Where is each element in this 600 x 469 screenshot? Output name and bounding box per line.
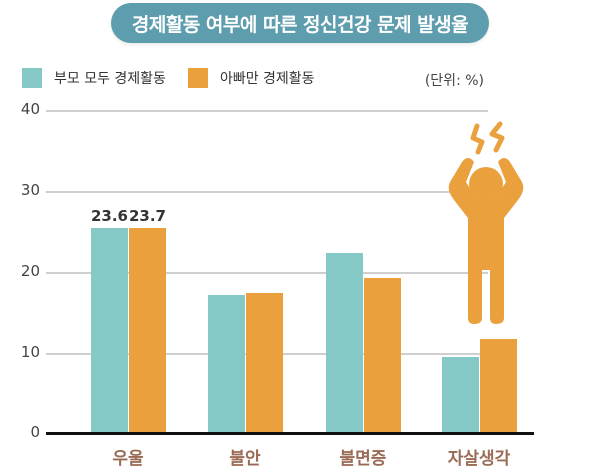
bar-value-label: 23.7: [128, 207, 166, 225]
category-label-depression: 우울: [112, 449, 144, 469]
legend-swatch-orange: [187, 68, 208, 88]
legend: 부모 모두 경제활동 아빠만 경제활동: [22, 68, 337, 88]
bar-depression-both-parents: [91, 228, 128, 432]
legend-item-both-parents: 부모 모두 경제활동: [22, 68, 166, 88]
unit-label: (단위: %): [424, 73, 484, 89]
bar-insomnia-both-parents: [326, 253, 363, 432]
bar-anxiety-father-only: [246, 293, 283, 432]
y-tick-40: 40: [20, 100, 40, 118]
category-label-suicidal-thoughts: 자살생각: [447, 449, 511, 469]
y-tick-10: 10: [20, 343, 40, 361]
gridline-20: [46, 272, 488, 274]
legend-swatch-teal: [22, 68, 42, 88]
bar-suicidal-both-parents: [442, 357, 479, 432]
y-tick-20: 20: [20, 262, 40, 280]
category-label-anxiety: 불안: [229, 449, 261, 469]
bar-value-label: 23.6: [90, 207, 128, 225]
legend-label: 부모 모두 경제활동: [54, 71, 166, 87]
bar-suicidal-father-only: [480, 339, 517, 432]
category-label-insomnia: 불면증: [339, 449, 387, 469]
bar-anxiety-both-parents: [208, 295, 245, 432]
bar-depression-father-only: [129, 228, 166, 432]
gridline-40: [46, 110, 488, 112]
y-tick-30: 30: [20, 181, 40, 199]
legend-item-father-only: 아빠만 경제활동: [187, 68, 315, 88]
stressed-person-icon: [448, 121, 524, 324]
legend-label: 아빠만 경제활동: [219, 71, 315, 87]
gridline-30: [46, 191, 488, 193]
bar-insomnia-father-only: [364, 278, 401, 432]
x-axis-baseline: [46, 432, 534, 435]
chart-title: 경제활동 여부에 따른 정신건강 문제 발생율: [111, 3, 489, 43]
y-tick-0: 0: [30, 423, 40, 441]
